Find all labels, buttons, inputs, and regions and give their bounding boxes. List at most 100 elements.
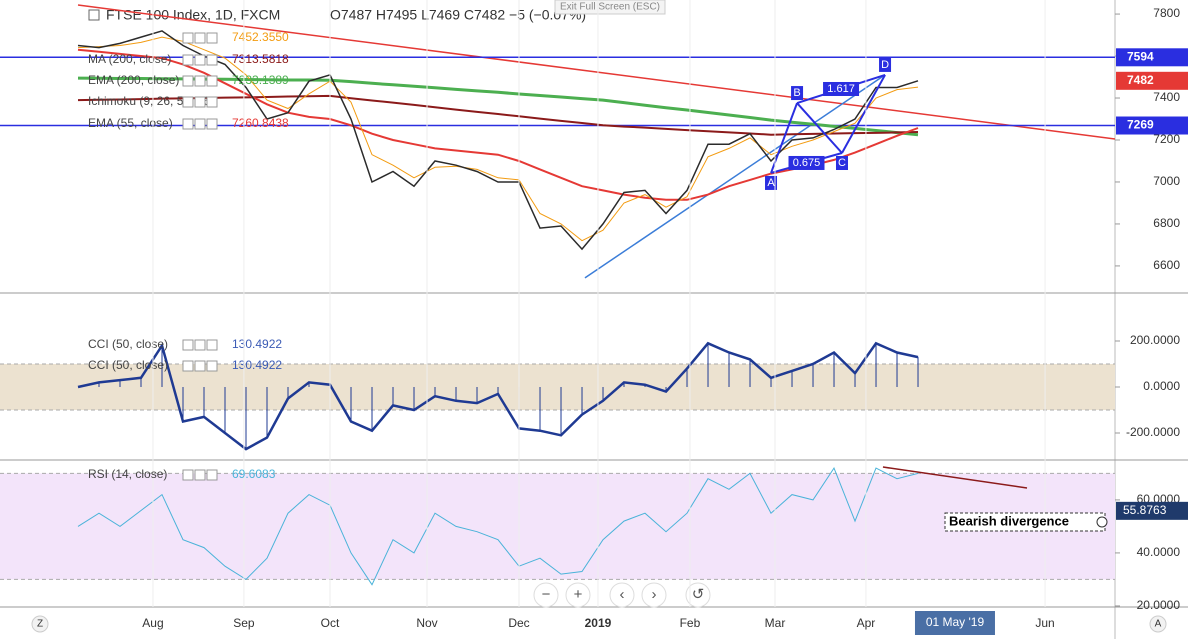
band xyxy=(0,473,1115,580)
corner-button[interactable] xyxy=(1149,615,1167,633)
indicator-icon[interactable] xyxy=(206,54,218,66)
checkbox[interactable] xyxy=(88,9,100,21)
toolbar-button[interactable] xyxy=(609,582,635,608)
pattern-point-label: B xyxy=(793,87,800,99)
y-tick-label: 40.0000 xyxy=(1137,545,1181,559)
indicator-reading: 7452.3550 xyxy=(232,30,289,44)
toolbar-button[interactable] xyxy=(565,582,591,608)
ratio-label: 0.675 xyxy=(793,157,821,169)
ratio-label: 1.617 xyxy=(827,83,855,95)
indicator-icon[interactable] xyxy=(194,469,206,481)
bar xyxy=(161,345,163,387)
level-label: 7269 xyxy=(1127,118,1154,132)
x-tick-label: Dec xyxy=(508,616,529,630)
indicator-icon[interactable] xyxy=(194,96,206,108)
bar xyxy=(728,352,730,387)
bar xyxy=(497,386,499,394)
exit-label[interactable]: Exit Full Screen (ESC) xyxy=(560,2,660,13)
indicator-icon[interactable] xyxy=(194,32,206,44)
indicator-name: EMA (200, close) xyxy=(88,73,179,87)
trendline xyxy=(77,4,1115,140)
bar xyxy=(371,386,373,431)
bar xyxy=(917,357,919,387)
bar xyxy=(140,377,142,387)
indicator-icon[interactable] xyxy=(206,75,218,87)
exit-button[interactable] xyxy=(554,0,666,15)
x-tick-label: Jun xyxy=(1035,616,1054,630)
corner-button[interactable] xyxy=(31,615,49,633)
indicator-icon[interactable] xyxy=(206,118,218,130)
indicator-icon[interactable] xyxy=(182,469,194,481)
cursor-date-label: 01 May '19 xyxy=(926,615,985,629)
x-tick-label: Sep xyxy=(233,616,255,630)
bar xyxy=(203,386,205,417)
level-badge xyxy=(1116,48,1188,67)
bar xyxy=(854,373,856,387)
bar xyxy=(413,386,415,410)
toolbar-button-label[interactable]: + xyxy=(574,586,583,603)
bar xyxy=(266,386,268,438)
bar xyxy=(455,386,457,401)
indicator-icon[interactable] xyxy=(194,360,206,372)
indicator-icon[interactable] xyxy=(182,118,194,130)
pattern-point-badge xyxy=(765,175,778,190)
pattern-point-label: A xyxy=(767,177,775,189)
bar xyxy=(686,368,688,387)
indicator-icon[interactable] xyxy=(182,32,194,44)
toolbar-button-label[interactable]: − xyxy=(542,586,551,603)
toolbar-button-label[interactable]: ↺ xyxy=(692,586,705,603)
x-tick-label: Feb xyxy=(680,616,701,630)
y-tick-label: 7800 xyxy=(1153,6,1180,20)
corner-label[interactable]: Z xyxy=(37,619,43,630)
cursor-value-label: 55.8763 xyxy=(1123,503,1167,517)
bar xyxy=(476,386,478,404)
series-line xyxy=(77,341,919,451)
bar xyxy=(182,386,184,422)
toolbar-button[interactable] xyxy=(685,582,711,608)
cursor-value-badge xyxy=(1116,501,1188,520)
indicator-icon[interactable] xyxy=(182,54,194,66)
toolbar-button[interactable] xyxy=(533,582,559,608)
level-badge xyxy=(1116,116,1188,135)
indicator-icon[interactable] xyxy=(182,96,194,108)
bar xyxy=(833,352,835,387)
x-tick-label: Aug xyxy=(142,616,163,630)
indicator-icon[interactable] xyxy=(182,360,194,372)
annotation-handle[interactable] xyxy=(1096,516,1108,528)
indicator-icon[interactable] xyxy=(182,339,194,351)
indicator-icon[interactable] xyxy=(182,75,194,87)
indicator-icon[interactable] xyxy=(206,96,218,108)
indicator-icon[interactable] xyxy=(194,75,206,87)
pane xyxy=(0,467,1115,586)
indicator-name: EMA (55, close) xyxy=(88,116,173,130)
annotation-label: Bearish divergence xyxy=(949,513,1069,528)
ohlc-readout: O7487 H7495 L7469 C7482 −5 (−0.07%) xyxy=(330,7,586,23)
bar xyxy=(245,386,247,450)
indicator-icon[interactable] xyxy=(206,32,218,44)
level-label: 7594 xyxy=(1127,49,1154,63)
indicator-icon[interactable] xyxy=(206,339,218,351)
indicator-icon[interactable] xyxy=(206,360,218,372)
indicator-reading: 69.6083 xyxy=(232,467,276,481)
y-tick-label: 6800 xyxy=(1153,216,1180,230)
toolbar-button-label[interactable]: › xyxy=(652,586,657,603)
y-tick-label: 0.0000 xyxy=(1143,379,1180,393)
ratio-badge xyxy=(823,81,860,96)
pattern-leg xyxy=(841,74,886,154)
toolbar: − + ‹ › ↺ xyxy=(533,582,711,608)
series-line xyxy=(77,94,919,136)
y-tick-label: 7400 xyxy=(1153,90,1180,104)
indicator-name: RSI (14, close) xyxy=(88,467,167,481)
annotation-box xyxy=(944,512,1106,532)
x-tick-label: Apr xyxy=(857,616,876,630)
x-tick-label: 2019 xyxy=(585,616,612,630)
indicator-icon[interactable] xyxy=(206,469,218,481)
indicator-reading: 7260.8438 xyxy=(232,116,289,130)
toolbar-button-label[interactable]: ‹ xyxy=(620,586,625,603)
toolbar-button[interactable] xyxy=(641,582,667,608)
corner-label[interactable]: A xyxy=(1155,619,1162,630)
bar xyxy=(749,359,751,387)
indicator-icon[interactable] xyxy=(194,54,206,66)
indicator-icon[interactable] xyxy=(194,118,206,130)
indicator-icon[interactable] xyxy=(194,339,206,351)
